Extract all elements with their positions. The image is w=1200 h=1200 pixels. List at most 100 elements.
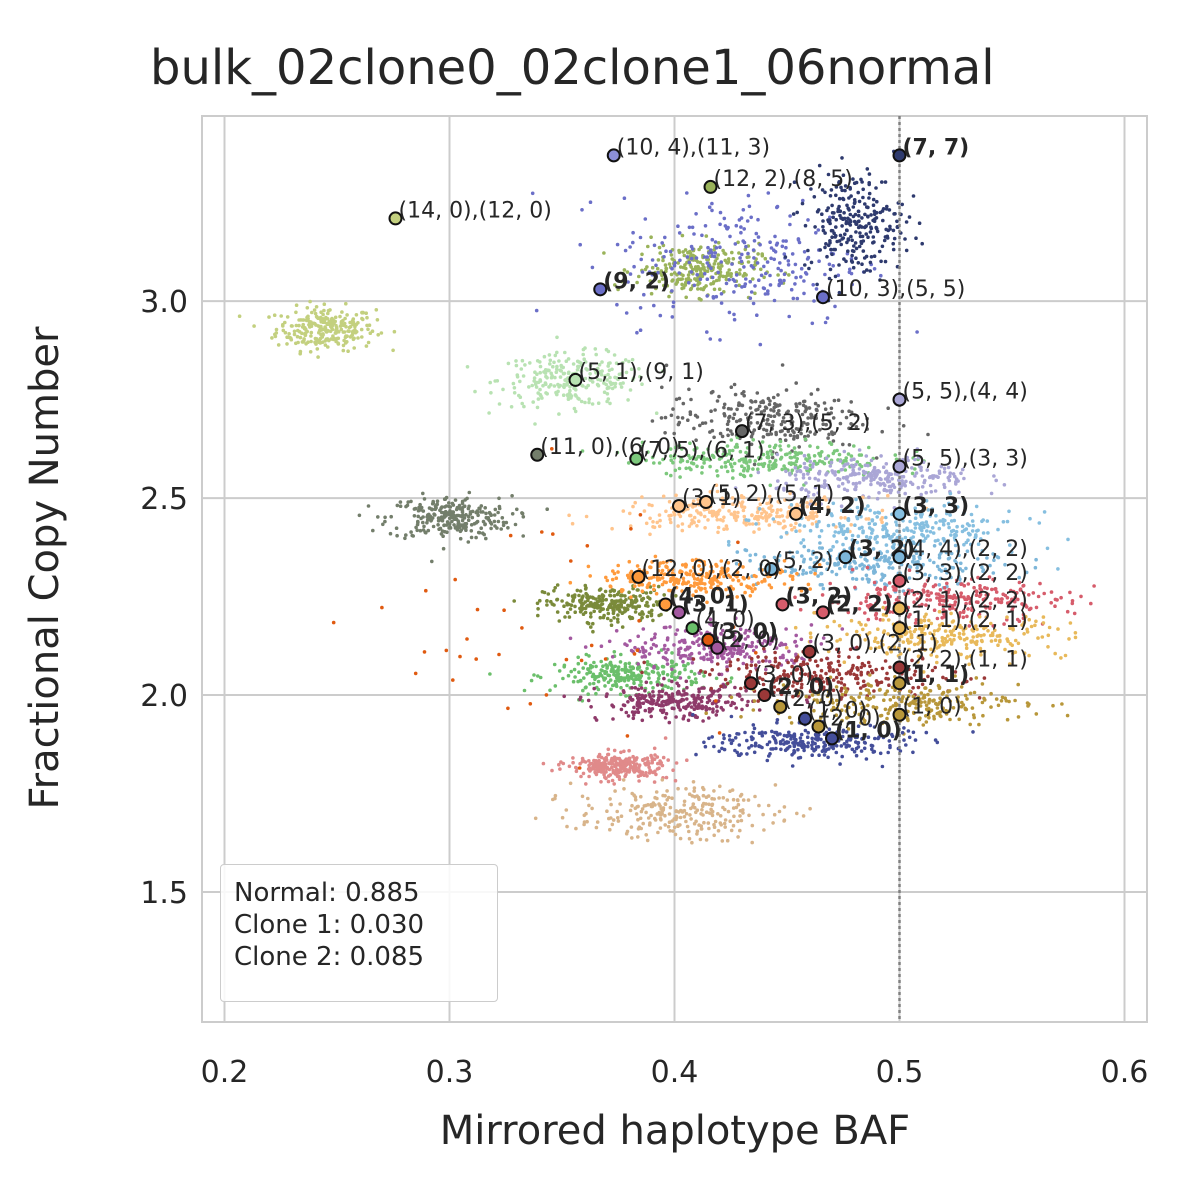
data-point: [813, 571, 817, 576]
data-point: [656, 569, 661, 573]
data-point: [823, 272, 827, 277]
data-point: [718, 210, 723, 215]
data-point: [919, 465, 923, 470]
data-point: [665, 673, 670, 677]
data-point: [606, 372, 610, 377]
data-point: [779, 268, 783, 273]
data-point: [559, 365, 564, 369]
data-point: [678, 258, 682, 263]
data-point: [844, 219, 849, 224]
data-point: [907, 564, 911, 568]
data-point: [888, 488, 892, 493]
data-point: [770, 427, 774, 431]
data-point: [636, 588, 640, 592]
data-point: [942, 485, 947, 490]
data-point: [585, 672, 589, 676]
data-point: [602, 390, 607, 395]
data-point: [833, 247, 837, 252]
data-point: [699, 567, 704, 572]
data-point: [720, 264, 724, 268]
data-point: [725, 469, 730, 474]
data-point: [804, 571, 809, 575]
data-point: [310, 310, 314, 315]
data-point: [590, 265, 595, 270]
data-point: [933, 575, 938, 580]
data-point: [643, 708, 648, 713]
data-point: [513, 522, 518, 527]
data-point: [731, 578, 735, 582]
data-point: [883, 554, 888, 559]
data-point: [732, 317, 737, 322]
data-point: [969, 512, 974, 517]
data-point: [850, 533, 855, 538]
data-point: [364, 344, 369, 348]
data-point: [863, 557, 867, 561]
data-point: [648, 279, 653, 283]
data-point: [849, 618, 854, 623]
data-point: [649, 700, 653, 704]
data-point: [683, 248, 688, 252]
data-point: [583, 376, 588, 381]
data-point: [768, 506, 772, 511]
data-point: [514, 363, 519, 368]
data-point: [837, 263, 841, 267]
data-point: [891, 228, 896, 233]
data-point: [884, 207, 889, 211]
data-point: [567, 391, 572, 396]
data-point: [725, 271, 730, 275]
data-point: [705, 255, 709, 259]
data-point: [568, 636, 573, 641]
data-point: [779, 508, 783, 512]
data-point: [900, 537, 904, 541]
data-point: [856, 261, 861, 265]
data-point: [852, 249, 856, 254]
data-point: [648, 596, 652, 601]
data-point: [573, 409, 578, 414]
data-point: [609, 662, 613, 667]
data-point: [829, 406, 834, 411]
data-point: [649, 714, 653, 719]
data-point: [676, 224, 680, 228]
data-point: [673, 676, 677, 680]
data-point: [949, 533, 953, 537]
data-point: [880, 520, 884, 524]
data-point: [880, 508, 885, 513]
data-point: [653, 554, 658, 559]
data-point: [521, 374, 526, 378]
data-point: [941, 522, 946, 527]
data-point: [742, 393, 746, 398]
data-point: [979, 537, 983, 541]
data-point: [682, 705, 686, 710]
data-point: [904, 479, 908, 484]
data-point: [949, 575, 953, 580]
data-point: [767, 402, 772, 407]
data-point: [621, 381, 625, 385]
data-point: [886, 406, 890, 411]
data-point: [951, 472, 956, 476]
data-point: [719, 274, 723, 278]
data-point: [847, 443, 852, 447]
data-point: [878, 483, 883, 487]
data-point: [628, 616, 633, 621]
data-point: [947, 525, 951, 530]
data-point: [737, 251, 741, 255]
data-point: [669, 686, 674, 691]
data-point: [303, 332, 307, 336]
data-point: [849, 422, 853, 426]
data-point: [753, 399, 758, 404]
data-point: [761, 464, 766, 469]
data-point: [430, 559, 434, 564]
data-point: [619, 707, 624, 712]
data-point: [832, 619, 836, 624]
data-point: [594, 664, 598, 669]
data-point: [903, 491, 907, 496]
data-point: [701, 451, 706, 455]
data-point: [652, 461, 656, 465]
data-point: [760, 511, 764, 516]
data-point: [813, 432, 817, 436]
data-point: [466, 514, 471, 519]
data-point: [710, 514, 715, 518]
data-point: [661, 258, 665, 263]
data-point: [779, 568, 783, 572]
data-point: [923, 572, 927, 577]
